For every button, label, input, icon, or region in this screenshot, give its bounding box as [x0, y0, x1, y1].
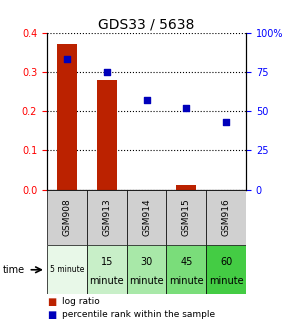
Text: 60: 60: [220, 257, 232, 267]
Bar: [206, 190, 246, 245]
Text: 15: 15: [100, 257, 113, 267]
Bar: [166, 245, 206, 294]
Text: ■: ■: [47, 297, 56, 307]
Text: ■: ■: [47, 310, 56, 319]
Text: GSM914: GSM914: [142, 198, 151, 236]
Bar: [87, 190, 127, 245]
Bar: [57, 44, 77, 190]
Title: GDS33 / 5638: GDS33 / 5638: [98, 18, 195, 31]
Text: minute: minute: [89, 276, 124, 285]
Text: GSM915: GSM915: [182, 198, 191, 236]
Bar: [216, 190, 236, 193]
Text: 45: 45: [180, 257, 193, 267]
Point: [144, 97, 149, 103]
Bar: [127, 190, 166, 245]
Bar: [176, 185, 196, 190]
Text: minute: minute: [169, 276, 204, 285]
Bar: [206, 245, 246, 294]
Text: 30: 30: [140, 257, 153, 267]
Text: time: time: [3, 265, 25, 275]
Point: [104, 69, 109, 75]
Bar: [97, 80, 117, 190]
Point: [224, 120, 229, 125]
Bar: [166, 190, 206, 245]
Point: [184, 105, 189, 111]
Text: log ratio: log ratio: [62, 297, 99, 306]
Text: GSM916: GSM916: [222, 198, 231, 236]
Bar: [137, 190, 156, 193]
Text: GSM913: GSM913: [102, 198, 111, 236]
Bar: [47, 245, 87, 294]
Text: minute: minute: [209, 276, 243, 285]
Bar: [87, 245, 127, 294]
Bar: [127, 245, 166, 294]
Text: GSM908: GSM908: [62, 198, 71, 236]
Bar: [47, 190, 87, 245]
Point: [64, 57, 69, 62]
Text: percentile rank within the sample: percentile rank within the sample: [62, 310, 215, 319]
Text: 5 minute: 5 minute: [50, 265, 84, 274]
Text: minute: minute: [129, 276, 164, 285]
